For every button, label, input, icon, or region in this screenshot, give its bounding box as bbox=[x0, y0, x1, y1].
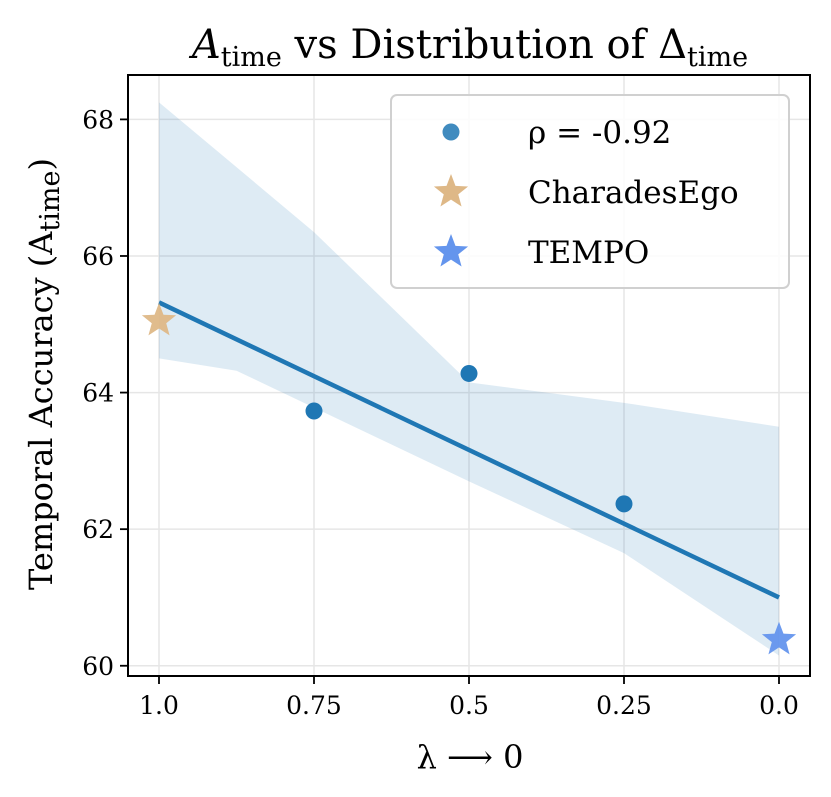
y-tick-label: 68 bbox=[82, 105, 114, 134]
y-axis-label: Temporal Accuracy (Atime) bbox=[22, 158, 66, 590]
legend-marker bbox=[442, 123, 460, 141]
legend-box bbox=[390, 94, 790, 289]
confidence-band-area bbox=[159, 102, 779, 656]
legend: ρ = -0.92 CharadesEgo TEMPO bbox=[390, 94, 790, 289]
data-point bbox=[305, 402, 323, 420]
data-point bbox=[460, 364, 478, 382]
y-tick-label: 62 bbox=[82, 515, 114, 544]
y-axis-label-text: Temporal Accuracy (A bbox=[22, 231, 60, 590]
legend-marker bbox=[433, 234, 469, 267]
confidence-band bbox=[159, 102, 779, 656]
legend-label: ρ = -0.92 bbox=[528, 115, 671, 151]
regression-line bbox=[158, 300, 780, 600]
x-tick-label: 0.25 bbox=[596, 691, 652, 720]
legend-label: CharadesEgo bbox=[528, 175, 739, 211]
star-marker bbox=[141, 302, 177, 336]
x-tick-label: 0.0 bbox=[759, 691, 799, 720]
y-tick-label: 60 bbox=[82, 652, 114, 681]
y-axis-label-sub: time bbox=[35, 171, 66, 232]
x-tick-label: 0.75 bbox=[286, 691, 342, 720]
chart-title: Atime vs Distribution of Δtime bbox=[188, 22, 748, 73]
y-tick-label: 66 bbox=[82, 242, 114, 271]
x-tick-label: 0.5 bbox=[449, 691, 489, 720]
y-axis-label-close: ) bbox=[22, 158, 60, 170]
title-prefix-sub: time bbox=[221, 42, 282, 73]
data-point bbox=[615, 495, 633, 513]
y-tick-label: 64 bbox=[82, 379, 114, 408]
x-axis-label: λ ⟶ 0 bbox=[417, 738, 524, 776]
title-middle: vs Distribution of Δ bbox=[282, 22, 687, 68]
axes: 1.0 0.75 0.5 0.25 0.0 60 62 64 66 68 bbox=[82, 74, 811, 720]
regression-line-group bbox=[158, 300, 780, 600]
x-tick-label: 1.0 bbox=[139, 691, 179, 720]
legend-marker bbox=[433, 174, 469, 207]
title-suffix-sub: time bbox=[687, 42, 748, 73]
legend-label: TEMPO bbox=[528, 235, 649, 271]
star-marker bbox=[761, 621, 797, 655]
data-points bbox=[141, 302, 797, 655]
title-prefix: A bbox=[188, 22, 221, 68]
